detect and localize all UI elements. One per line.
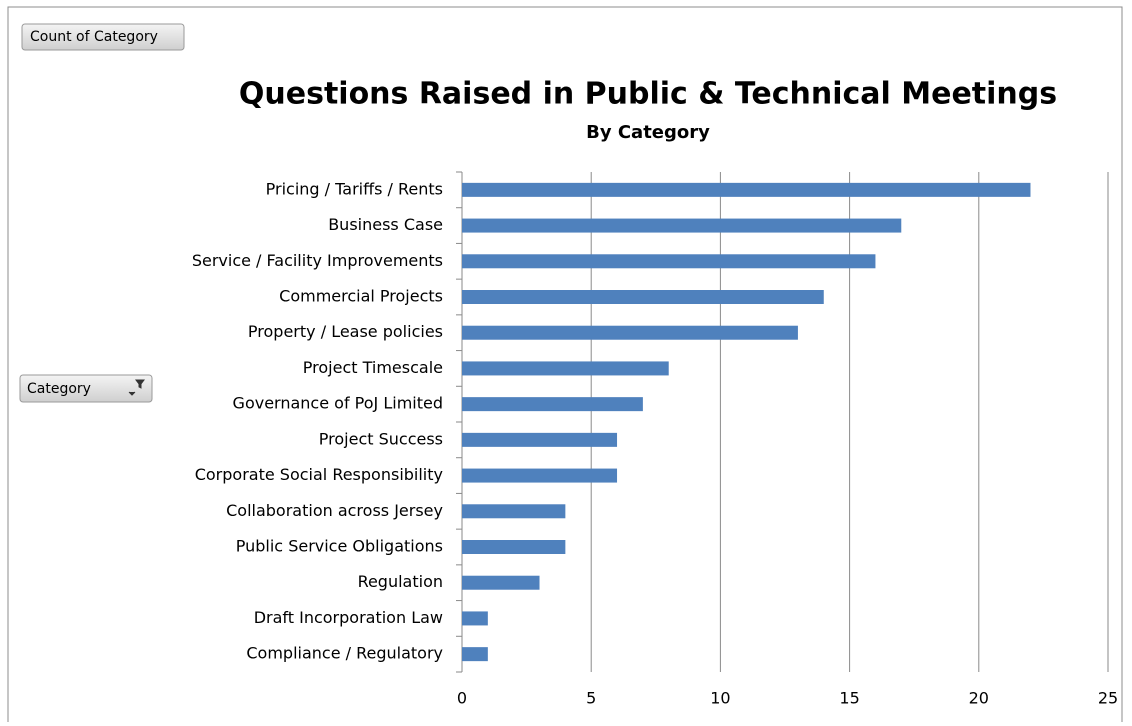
bar xyxy=(462,218,902,233)
bar xyxy=(462,468,618,483)
y-tick-label: Draft Incorporation Law xyxy=(254,608,443,627)
x-tick-label: 25 xyxy=(1098,689,1118,708)
y-tick-label: Project Success xyxy=(319,429,443,448)
x-tick-label: 5 xyxy=(586,689,596,708)
axis-field-label: Category xyxy=(27,381,91,397)
chart-subtitle: By Category xyxy=(586,122,710,143)
y-tick-label: Pricing / Tariffs / Rents xyxy=(266,179,443,198)
y-tick-label: Governance of PoJ Limited xyxy=(233,394,443,413)
bar xyxy=(462,290,824,304)
axis-field-button[interactable] xyxy=(19,374,153,403)
y-tick-label: Business Case xyxy=(328,215,443,234)
x-tick-label: 20 xyxy=(969,689,989,708)
filter-icon[interactable] xyxy=(128,379,145,396)
bar xyxy=(462,397,643,412)
values-field-button[interactable] xyxy=(21,23,185,51)
x-tick-label: 10 xyxy=(710,689,730,708)
y-tick-label: Collaboration across Jersey xyxy=(226,501,443,520)
x-tick-label: 0 xyxy=(457,689,467,708)
bar xyxy=(462,254,876,269)
bar xyxy=(462,504,566,519)
chart-title: Questions Raised in Public & Technical M… xyxy=(239,77,1057,112)
values-field-label: Count of Category xyxy=(30,29,158,45)
y-tick-label: Corporate Social Responsibility xyxy=(195,465,443,484)
y-tick-label: Property / Lease policies xyxy=(248,322,443,341)
bar xyxy=(462,182,1031,197)
bar xyxy=(462,647,488,662)
bar xyxy=(462,540,566,554)
y-tick-label: Project Timescale xyxy=(303,358,443,377)
bar xyxy=(462,432,618,447)
y-tick-label: Commercial Projects xyxy=(279,287,443,306)
bar xyxy=(462,361,669,376)
y-tick-label: Compliance / Regulatory xyxy=(246,644,443,663)
x-tick-label: 15 xyxy=(839,689,859,708)
y-tick-label: Public Service Obligations xyxy=(236,537,443,556)
y-tick-label: Service / Facility Improvements xyxy=(192,251,443,270)
bar xyxy=(462,575,540,590)
y-tick-label: Regulation xyxy=(358,572,443,591)
bar xyxy=(462,611,488,626)
bar xyxy=(462,325,798,340)
